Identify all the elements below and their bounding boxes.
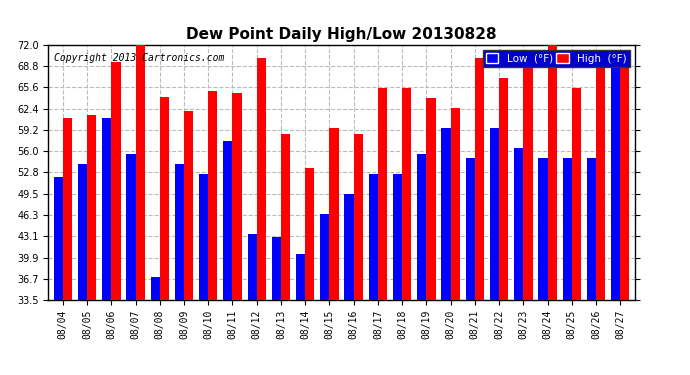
Bar bbox=[63, 118, 72, 300]
Bar bbox=[320, 214, 329, 300]
Bar bbox=[257, 58, 266, 300]
Legend: Low  (°F), High  (°F): Low (°F), High (°F) bbox=[483, 50, 629, 67]
Bar bbox=[272, 237, 281, 300]
Bar bbox=[175, 164, 184, 300]
Title: Dew Point Daily High/Low 20130828: Dew Point Daily High/Low 20130828 bbox=[186, 27, 497, 42]
Bar bbox=[426, 98, 435, 300]
Bar bbox=[611, 68, 620, 300]
Bar bbox=[475, 58, 484, 300]
Bar bbox=[150, 277, 160, 300]
Bar bbox=[368, 174, 378, 300]
Bar bbox=[160, 97, 169, 300]
Bar bbox=[184, 111, 193, 300]
Bar bbox=[135, 38, 145, 300]
Text: Copyright 2013 Cartronics.com: Copyright 2013 Cartronics.com bbox=[55, 53, 224, 63]
Bar bbox=[54, 177, 63, 300]
Bar bbox=[296, 254, 305, 300]
Bar bbox=[233, 93, 241, 300]
Bar bbox=[620, 52, 629, 300]
Bar bbox=[248, 234, 257, 300]
Bar bbox=[572, 88, 581, 300]
Bar bbox=[442, 128, 451, 300]
Bar bbox=[78, 164, 87, 300]
Bar bbox=[329, 128, 339, 300]
Bar bbox=[466, 158, 475, 300]
Bar bbox=[523, 62, 533, 300]
Bar bbox=[596, 52, 605, 300]
Bar bbox=[490, 128, 499, 300]
Bar bbox=[402, 88, 411, 300]
Bar bbox=[126, 154, 135, 300]
Bar bbox=[199, 174, 208, 300]
Bar bbox=[586, 158, 596, 300]
Bar bbox=[344, 194, 354, 300]
Bar bbox=[87, 114, 97, 300]
Bar bbox=[538, 158, 548, 300]
Bar bbox=[562, 158, 572, 300]
Bar bbox=[514, 148, 523, 300]
Bar bbox=[378, 88, 387, 300]
Bar bbox=[417, 154, 426, 300]
Bar bbox=[224, 141, 233, 300]
Bar bbox=[208, 92, 217, 300]
Bar bbox=[548, 45, 557, 300]
Bar bbox=[102, 118, 111, 300]
Bar bbox=[111, 62, 121, 300]
Bar bbox=[354, 134, 363, 300]
Bar bbox=[451, 108, 460, 300]
Bar bbox=[499, 78, 509, 300]
Bar bbox=[393, 174, 402, 300]
Bar bbox=[281, 134, 290, 300]
Bar bbox=[305, 168, 315, 300]
